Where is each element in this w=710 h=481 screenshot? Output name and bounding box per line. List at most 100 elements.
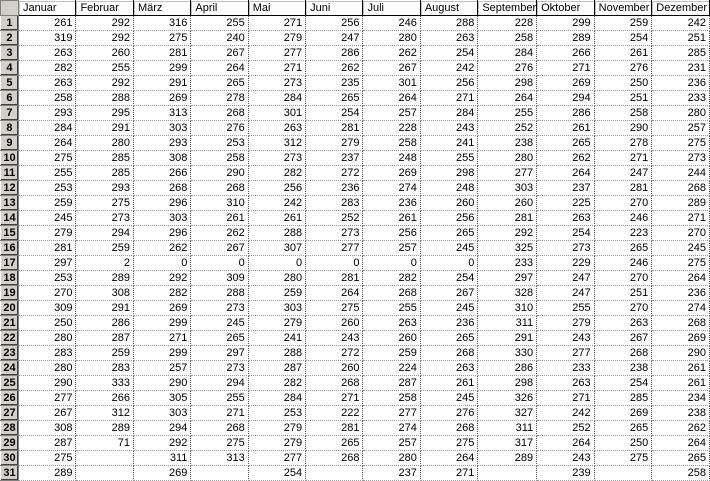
cell[interactable]: 239 (536, 465, 595, 481)
cell[interactable]: 275 (651, 255, 710, 271)
cell[interactable]: 267 (190, 45, 249, 61)
cell[interactable]: 251 (594, 90, 653, 106)
cell[interactable]: 261 (362, 210, 421, 226)
cell[interactable]: 290 (594, 120, 653, 136)
cell[interactable]: 271 (420, 465, 479, 481)
cell[interactable]: 261 (248, 210, 307, 226)
cell[interactable]: 299 (133, 315, 192, 331)
cell[interactable]: 284 (248, 390, 307, 406)
cell[interactable]: 299 (536, 15, 595, 31)
cell[interactable]: 327 (477, 405, 538, 421)
cell[interactable]: 291 (75, 120, 134, 136)
cell[interactable]: 265 (651, 450, 710, 466)
cell[interactable]: 277 (536, 345, 595, 361)
cell[interactable]: 266 (536, 45, 595, 61)
cell[interactable]: 264 (651, 270, 710, 286)
row-header[interactable]: 11 (0, 165, 19, 181)
cell[interactable]: 263 (18, 45, 77, 61)
cell[interactable]: 263 (18, 75, 77, 91)
row-header[interactable]: 7 (0, 105, 19, 121)
cell[interactable]: 280 (18, 330, 77, 346)
cell[interactable]: 268 (362, 285, 421, 301)
cell[interactable]: 297 (190, 345, 249, 361)
cell[interactable]: 298 (420, 165, 479, 181)
cell[interactable]: 268 (190, 420, 249, 436)
cell[interactable]: 276 (420, 405, 479, 421)
cell[interactable]: 279 (18, 225, 77, 241)
cell[interactable]: 284 (420, 105, 479, 121)
cell[interactable]: 310 (190, 195, 249, 211)
cell[interactable]: 311 (477, 420, 538, 436)
cell[interactable]: 254 (594, 30, 653, 46)
row-header[interactable]: 25 (0, 375, 19, 391)
cell[interactable]: 285 (75, 165, 134, 181)
cell[interactable]: 255 (75, 60, 134, 76)
cell[interactable]: 241 (248, 330, 307, 346)
cell[interactable]: 284 (18, 120, 77, 136)
cell[interactable]: 325 (477, 240, 538, 256)
cell[interactable]: 270 (594, 270, 653, 286)
cell[interactable]: 256 (248, 180, 307, 196)
cell[interactable]: 301 (248, 105, 307, 121)
cell[interactable]: 236 (651, 75, 710, 91)
cell[interactable]: 281 (305, 270, 364, 286)
cell[interactable]: 307 (248, 240, 307, 256)
cell[interactable]: 245 (420, 240, 479, 256)
cell[interactable]: 255 (190, 15, 249, 31)
cell[interactable]: 263 (248, 120, 307, 136)
cell[interactable]: 238 (594, 360, 653, 376)
cell[interactable]: 269 (133, 465, 192, 481)
cell[interactable]: 264 (420, 450, 479, 466)
cell[interactable]: 229 (536, 255, 595, 271)
cell[interactable]: 233 (477, 255, 538, 271)
cell[interactable]: 257 (133, 360, 192, 376)
cell[interactable]: 246 (594, 210, 653, 226)
cell[interactable]: 250 (594, 75, 653, 91)
cell[interactable]: 243 (536, 330, 595, 346)
cell[interactable]: 257 (362, 105, 421, 121)
cell[interactable]: 261 (18, 15, 77, 31)
cell[interactable]: 273 (305, 225, 364, 241)
cell[interactable]: 251 (651, 30, 710, 46)
cell[interactable]: 0 (362, 255, 421, 271)
cell[interactable] (594, 465, 653, 481)
cell[interactable]: 258 (594, 105, 653, 121)
select-all-corner[interactable] (0, 0, 19, 16)
cell[interactable]: 268 (305, 450, 364, 466)
cell[interactable]: 236 (651, 285, 710, 301)
cell[interactable]: 273 (651, 150, 710, 166)
cell[interactable]: 253 (248, 405, 307, 421)
cell[interactable]: 308 (18, 420, 77, 436)
cell[interactable]: 267 (594, 330, 653, 346)
cell[interactable]: 256 (362, 225, 421, 241)
cell[interactable]: 294 (75, 225, 134, 241)
cell[interactable]: 256 (420, 75, 479, 91)
cell[interactable]: 242 (248, 195, 307, 211)
cell[interactable]: 271 (536, 390, 595, 406)
cell[interactable]: 254 (305, 105, 364, 121)
cell[interactable]: 263 (536, 210, 595, 226)
cell[interactable]: 253 (18, 180, 77, 196)
cell[interactable]: 284 (477, 45, 538, 61)
cell[interactable]: 236 (305, 180, 364, 196)
cell[interactable]: 268 (420, 420, 479, 436)
cell[interactable]: 259 (18, 195, 77, 211)
row-header[interactable]: 23 (0, 345, 19, 361)
column-header-märz[interactable]: März (132, 0, 192, 16)
cell[interactable]: 250 (18, 315, 77, 331)
row-header[interactable]: 31 (0, 465, 19, 481)
cell[interactable]: 286 (75, 315, 134, 331)
cell[interactable]: 261 (651, 360, 710, 376)
cell[interactable]: 278 (594, 135, 653, 151)
column-header-dezember[interactable]: Dezember (651, 0, 710, 16)
cell[interactable]: 243 (305, 330, 364, 346)
cell[interactable]: 261 (190, 210, 249, 226)
cell[interactable]: 312 (75, 405, 134, 421)
cell[interactable]: 271 (190, 405, 249, 421)
cell[interactable]: 301 (362, 75, 421, 91)
cell[interactable]: 236 (420, 315, 479, 331)
cell[interactable]: 269 (536, 75, 595, 91)
cell[interactable]: 260 (75, 45, 134, 61)
cell[interactable]: 255 (190, 390, 249, 406)
cell[interactable]: 225 (536, 195, 595, 211)
